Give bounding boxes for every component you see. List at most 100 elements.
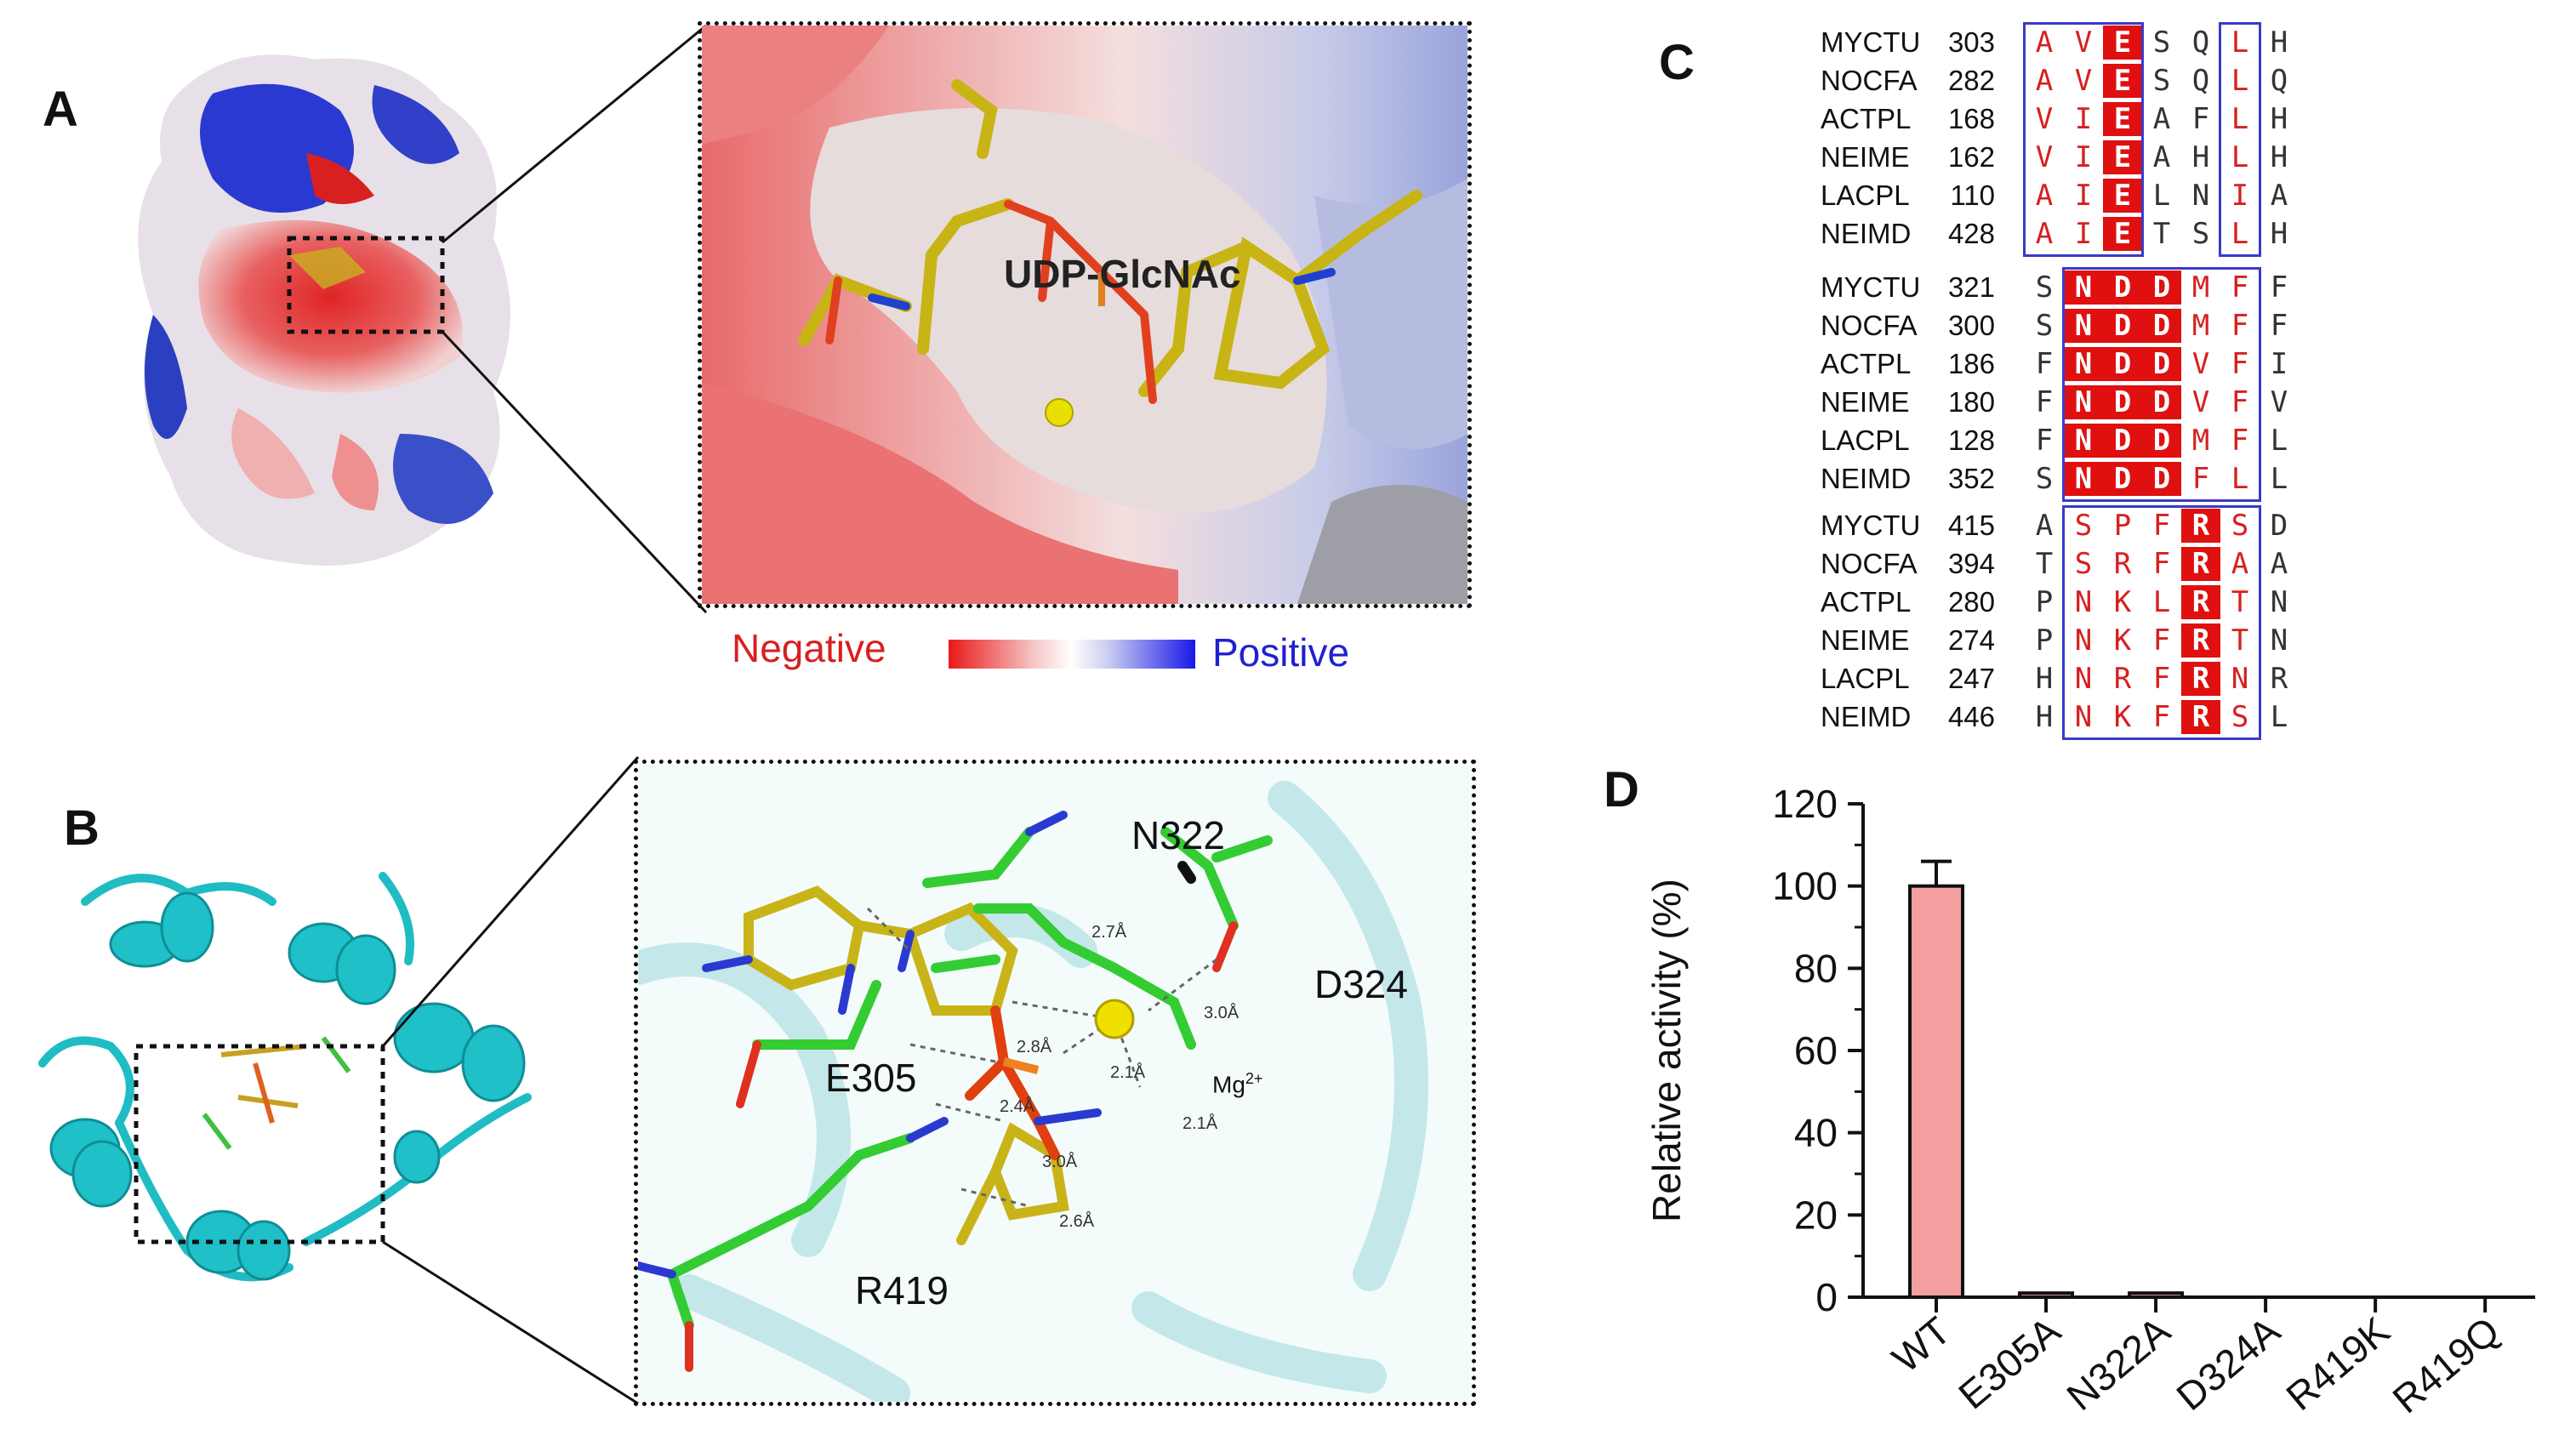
residue: R xyxy=(2181,509,2220,543)
conservation-box xyxy=(2062,267,2261,502)
residue: R xyxy=(2113,662,2132,696)
distance-label: 2.8Å xyxy=(1017,1038,1052,1056)
residue: S xyxy=(2035,270,2054,305)
sequence-start: 428 xyxy=(1947,218,1995,249)
distance-label: 3.0Å xyxy=(1042,1153,1078,1171)
residue: N xyxy=(2064,309,2103,343)
ion-label: Mg2+ xyxy=(1212,1070,1262,1098)
ion-charge: 2+ xyxy=(1245,1070,1263,1087)
sequence-name: NEIMD xyxy=(1821,701,1912,732)
residue: S xyxy=(2074,547,2093,581)
sequence-name: ACTPL xyxy=(1821,586,1912,618)
residue: L xyxy=(2231,64,2249,98)
residue: H xyxy=(2270,26,2288,60)
x-tick-label: R419Q xyxy=(2385,1308,2508,1422)
sequence-name: NOCFA xyxy=(1821,65,1918,96)
sequence-name: MYCTU xyxy=(1821,271,1921,303)
sequence-name: NEIMD xyxy=(1821,463,1912,494)
sequence-name: NEIME xyxy=(1821,141,1910,173)
sequence-name: ACTPL xyxy=(1821,348,1912,379)
distance-label: 2.1Å xyxy=(1110,1063,1146,1082)
residue: L xyxy=(2231,102,2249,136)
residue: F xyxy=(2035,347,2054,381)
residue: D xyxy=(2103,424,2142,458)
residue: S xyxy=(2231,509,2249,543)
residue: R xyxy=(2113,547,2132,581)
panel-letter-b: B xyxy=(64,800,100,856)
residue: R xyxy=(2181,662,2220,696)
residue: S xyxy=(2074,509,2093,543)
residue: N xyxy=(2074,700,2093,734)
residue: L xyxy=(2231,462,2249,496)
residue: A xyxy=(2152,140,2171,174)
protein-ribbon-image xyxy=(38,872,532,1282)
residue: A xyxy=(2152,102,2171,136)
residue: L xyxy=(2152,179,2171,213)
residue: E xyxy=(2103,217,2142,251)
residue: N xyxy=(2064,424,2103,458)
y-tick-label: 0 xyxy=(1815,1275,1838,1319)
alignment-row: NEIMD 352 S N D D F L L xyxy=(1821,462,2299,496)
residue: I xyxy=(2074,140,2093,174)
sequence-start: 186 xyxy=(1947,348,1995,379)
distance-label: 2.6Å xyxy=(1059,1212,1095,1231)
sequence-name: LACPL xyxy=(1821,424,1910,456)
residue: S xyxy=(2152,64,2171,98)
alignment-row: NEIMD 446 H N K F R S L xyxy=(1821,700,2299,734)
x-tick-label: WT xyxy=(1884,1308,1958,1381)
residue: I xyxy=(2074,179,2093,213)
alignment-row: ACTPL 280 P N K L R T N xyxy=(1821,585,2299,619)
residue: T xyxy=(2035,547,2054,581)
residue: D xyxy=(2103,347,2142,381)
sequence-name: NEIME xyxy=(1821,624,1910,656)
residue: E xyxy=(2103,140,2142,174)
residue: F xyxy=(2035,385,2054,419)
alignment-row: ACTPL 186 F N D D V F I xyxy=(1821,347,2299,381)
residue: S xyxy=(2035,309,2054,343)
alignment-row: NOCFA 300 S N D D M F F xyxy=(1821,309,2299,343)
distance-label: 3.0Å xyxy=(1204,1004,1240,1022)
residue-label-n322: N322 xyxy=(1131,813,1225,857)
residue: Q xyxy=(2191,64,2210,98)
x-tick-label: D324A xyxy=(2168,1308,2288,1419)
sequence-start: 168 xyxy=(1947,103,1995,134)
sequence-start: 282 xyxy=(1947,65,1995,96)
residue: Q xyxy=(2270,64,2288,98)
residue-label-e305: E305 xyxy=(825,1056,917,1100)
residue: N xyxy=(2064,270,2103,305)
residue: N xyxy=(2074,624,2093,658)
sequence-name: NOCFA xyxy=(1821,548,1918,579)
sequence-name: NOCFA xyxy=(1821,310,1918,341)
residue: D xyxy=(2142,462,2181,496)
residue: S xyxy=(2035,462,2054,496)
residue: N xyxy=(2270,624,2288,658)
residue: A xyxy=(2035,217,2054,251)
conservation-box xyxy=(2219,22,2261,257)
conservation-box xyxy=(2023,22,2144,257)
sequence-start: 321 xyxy=(1947,271,1995,303)
residue: D xyxy=(2142,385,2181,419)
residue: A xyxy=(2231,547,2249,581)
alignment-row: NEIME 180 F N D D V F V xyxy=(1821,385,2299,419)
residue: R xyxy=(2181,547,2220,581)
residue: L xyxy=(2270,700,2288,734)
alignment-row: MYCTU 415 A S P F R S D xyxy=(1821,509,2299,543)
sequence-start: 352 xyxy=(1947,463,1995,494)
active-site-zoom-image xyxy=(638,764,1472,1402)
residue: D xyxy=(2142,309,2181,343)
residue: A xyxy=(2035,509,2054,543)
sequence-start: 274 xyxy=(1947,624,1995,656)
y-tick-label: 80 xyxy=(1794,946,1838,990)
residue: D xyxy=(2103,385,2142,419)
residue: R xyxy=(2181,585,2220,619)
residue: L xyxy=(2231,140,2249,174)
residue: D xyxy=(2142,270,2181,305)
residue: N xyxy=(2231,662,2249,696)
legend-negative-label: Negative xyxy=(732,626,886,670)
alignment-row: NOCFA 394 T S R F R A A xyxy=(1821,547,2299,581)
residue: F xyxy=(2270,309,2288,343)
activity-bar-chart: 0 20 40 60 80 100 120 Relative activity (%) WTE3… xyxy=(1644,782,2535,1422)
residue: S xyxy=(2231,700,2249,734)
sequence-start: 110 xyxy=(1950,179,1995,211)
residue: F xyxy=(2231,385,2249,419)
